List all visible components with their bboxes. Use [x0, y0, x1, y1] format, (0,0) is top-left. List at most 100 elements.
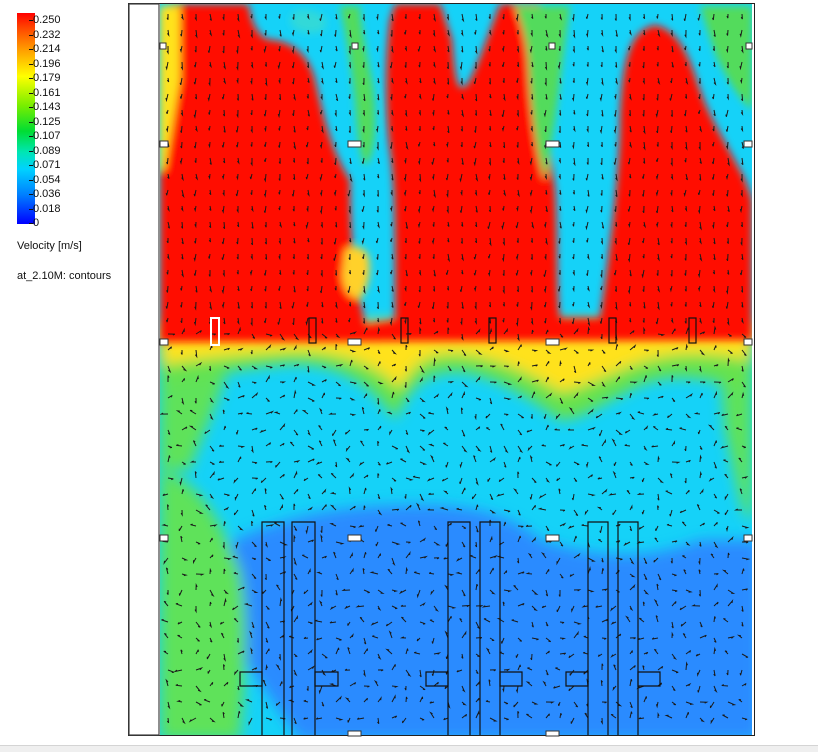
velocity-arrow: [320, 29, 323, 37]
velocity-arrow: [222, 541, 225, 550]
field-top-cyan-spot: [290, 10, 327, 34]
velocity-arrow: [696, 504, 701, 511]
velocity-arrow: [653, 557, 659, 563]
velocity-arrow: [699, 125, 703, 133]
velocity-arrow: [319, 13, 323, 21]
velocity-arrow: [558, 237, 561, 244]
velocity-arrow: [180, 205, 184, 212]
velocity-arrow: [461, 13, 465, 23]
velocity-arrow: [321, 379, 327, 383]
velocity-arrow: [587, 408, 594, 415]
velocity-arrow: [615, 376, 620, 383]
colorbar-legend: 0.250 0.232 0.214 0.196 0.179 0.161 0.143 0.125…: [0, 0, 126, 300]
velocity-arrow: [180, 109, 184, 117]
velocity-arrow: [471, 493, 477, 500]
velocity-arrow: [333, 189, 337, 197]
velocity-arrow: [601, 488, 608, 495]
velocity-arrow: [543, 285, 547, 294]
velocity-arrow: [251, 445, 254, 454]
velocity-arrow: [600, 301, 603, 310]
velocity-arrow: [713, 345, 717, 351]
velocity-arrow: [643, 589, 650, 595]
velocity-arrow: [443, 442, 449, 447]
velocity-arrow: [461, 714, 468, 719]
velocity-arrow: [475, 365, 483, 368]
velocity-arrow: [250, 29, 253, 39]
velocity-arrow: [515, 253, 519, 261]
velocity-arrow: [559, 522, 567, 527]
velocity-arrow: [657, 573, 662, 581]
velocity-arrow: [180, 125, 183, 133]
velocity-arrow: [713, 616, 716, 623]
velocity-arrow: [542, 680, 547, 687]
velocity-arrow: [264, 141, 267, 147]
velocity-arrow: [585, 93, 589, 99]
velocity-arrow: [699, 717, 705, 723]
velocity-arrow: [404, 301, 407, 307]
velocity-arrow: [669, 285, 673, 293]
velocity-arrow: [727, 357, 730, 367]
velocity-arrow: [475, 349, 483, 355]
velocity-arrow: [724, 425, 729, 431]
velocity-arrow: [377, 440, 380, 447]
velocity-arrow: [209, 537, 213, 543]
velocity-arrow: [264, 285, 267, 292]
velocity-arrow: [736, 427, 743, 431]
velocity-arrow: [488, 269, 491, 277]
velocity-arrow: [348, 221, 352, 229]
velocity-arrow: [293, 459, 301, 463]
velocity-arrow: [419, 77, 422, 84]
velocity-arrow: [698, 29, 701, 36]
velocity-arrow: [292, 157, 296, 163]
velocity-arrow: [515, 653, 519, 658]
velocity-arrow: [727, 599, 734, 607]
velocity-arrow: [587, 189, 590, 197]
velocity-arrow: [629, 605, 634, 612]
velocity-arrow: [320, 533, 323, 543]
velocity-arrow: [601, 109, 604, 117]
velocity-arrow: [418, 190, 421, 195]
velocity-arrow: [516, 237, 519, 243]
velocity-arrow: [461, 93, 465, 101]
velocity-arrow: [391, 173, 394, 181]
velocity-arrow: [671, 540, 678, 543]
velocity-arrow: [293, 237, 296, 244]
velocity-arrow: [260, 477, 267, 484]
velocity-arrow: [209, 554, 214, 559]
velocity-arrow: [334, 269, 337, 276]
velocity-arrow: [697, 269, 701, 279]
velocity-arrow: [615, 397, 624, 401]
velocity-arrow: [363, 301, 366, 309]
velocity-arrow: [418, 61, 421, 68]
velocity-arrow: [181, 461, 186, 465]
velocity-arrow: [584, 712, 589, 719]
velocity-arrow: [475, 504, 479, 511]
velocity-arrow: [223, 521, 226, 527]
velocity-arrow: [259, 429, 267, 434]
velocity-arrow: [222, 157, 226, 164]
velocity-arrow: [671, 328, 676, 335]
velocity-arrow: [585, 13, 589, 19]
velocity-arrow: [670, 269, 673, 277]
velocity-arrow: [695, 653, 701, 657]
velocity-arrow: [332, 429, 337, 437]
velocity-arrow: [601, 221, 605, 229]
velocity-arrow: [502, 685, 505, 693]
velocity-arrow: [670, 173, 674, 181]
velocity-arrow: [475, 13, 478, 21]
velocity-arrow: [279, 29, 282, 37]
velocity-arrow: [418, 125, 421, 132]
velocity-arrow: [390, 190, 393, 197]
velocity-arrow: [444, 426, 449, 431]
velocity-arrow: [307, 445, 315, 450]
velocity-arrow: [307, 458, 315, 463]
velocity-arrow: [513, 701, 519, 708]
velocity-arrow: [684, 61, 687, 67]
velocity-arrow: [181, 13, 184, 21]
velocity-arrow: [503, 589, 513, 593]
velocity-arrow: [667, 413, 673, 419]
velocity-arrow: [275, 664, 281, 671]
velocity-arrow: [655, 205, 659, 214]
velocity-arrow: [671, 669, 679, 674]
velocity-arrow: [559, 397, 564, 404]
